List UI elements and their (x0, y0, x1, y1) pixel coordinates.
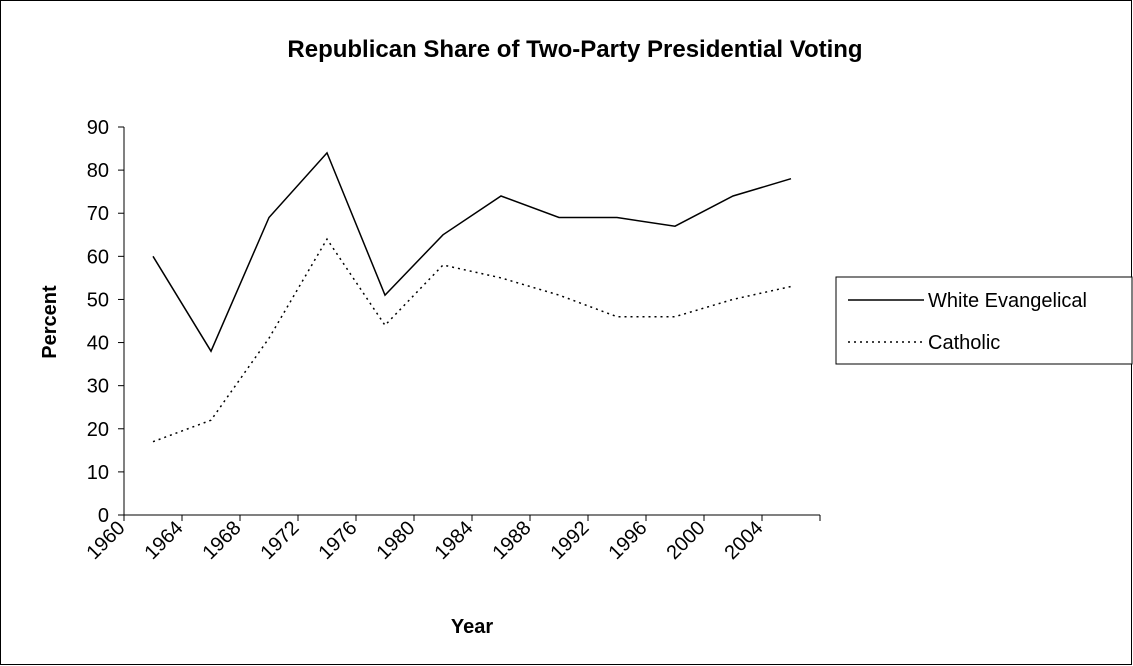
x-tick-label: 2004 (721, 517, 768, 564)
y-tick-label: 40 (87, 333, 109, 355)
x-tick-label: 1976 (315, 517, 362, 564)
y-tick-label: 10 (87, 462, 109, 484)
plot-area: 0 10 20 30 40 50 60 70 80 90 1960 1964 1968 1972 1976… (83, 117, 821, 564)
y-tick-label: 50 (87, 289, 109, 311)
legend: White Evangelical Catholic (835, 276, 1133, 365)
x-axis-title: Year (451, 616, 493, 638)
x-tick-label: 1988 (489, 517, 536, 564)
legend-box (835, 276, 1133, 365)
x-tick-label: 1968 (199, 517, 246, 564)
y-tick-label: 0 (98, 505, 109, 527)
x-tick-label: 2000 (663, 517, 710, 564)
y-axis-title: Percent (39, 285, 61, 359)
x-ticks: 1960 1964 1968 1972 1976 1980 1984 1988 1992 1996… (83, 515, 821, 564)
legend-label: Catholic (928, 332, 1000, 354)
y-tick-label: 30 (87, 376, 109, 398)
y-tick-label: 90 (87, 117, 109, 139)
y-tick-label: 20 (87, 419, 109, 441)
x-tick-label: 1992 (547, 517, 594, 564)
y-tick-label: 80 (87, 160, 109, 182)
series-line-catholic (152, 237, 792, 443)
chart-title: Republican Share of Two-Party Presidenti… (287, 36, 862, 63)
legend-label: White Evangelical (928, 290, 1087, 312)
x-tick-label: 1964 (141, 517, 188, 564)
x-tick-label: 1972 (257, 517, 304, 564)
x-tick-label: 1984 (431, 517, 478, 564)
y-tick-label: 60 (87, 246, 109, 268)
y-ticks: 0 10 20 30 40 50 60 70 80 90 (87, 117, 124, 527)
y-tick-label: 70 (87, 203, 109, 225)
series-lines (152, 151, 792, 443)
series-line-white-evangelical (152, 151, 792, 353)
x-tick-label: 1980 (373, 517, 420, 564)
x-tick-label: 1996 (605, 517, 652, 564)
x-tick-label: 1960 (83, 517, 130, 564)
